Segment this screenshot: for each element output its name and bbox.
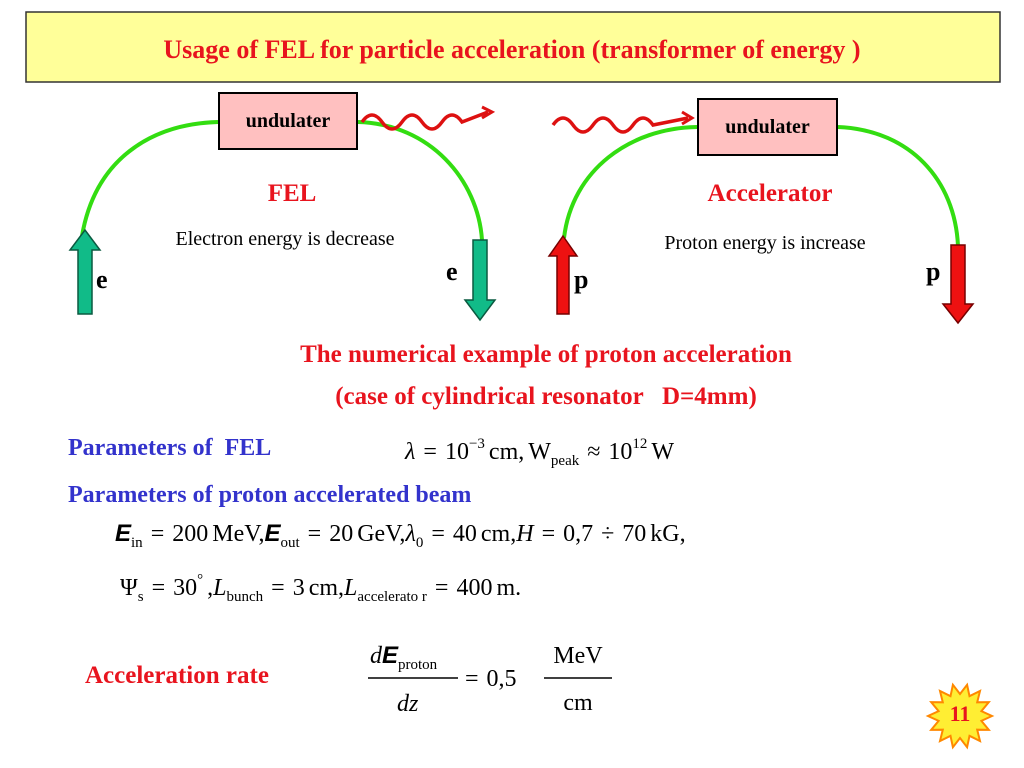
unit-numerator: MeV [553,643,603,669]
caption: Electron energy is decrease [175,228,395,250]
left-arc-in [80,120,219,237]
formula-token: λ [405,521,416,547]
operator: = [465,666,479,692]
right-arc-out [837,125,960,247]
particle-label: p [926,257,941,286]
formula-token: cm, [308,575,345,601]
formula-token: L [344,575,358,601]
emitted-wave [360,110,489,131]
undulator-box: undulater [697,98,838,156]
right-arc-in [562,125,698,239]
proton-out-arrow [941,244,975,325]
formula-token: MeV, [212,521,265,547]
formula-token: peak [550,453,580,469]
formula-token: L [213,575,227,601]
formula-token: ÷ [601,521,615,547]
formula-token: Ψ [120,575,138,601]
formula-token: bunch [226,589,264,605]
formula-denominator: dz [397,691,419,717]
formula-token: 70 [622,521,647,547]
formula-token: 0 [415,535,424,551]
formula-token: out [280,535,300,551]
formula-token: cm, [488,439,525,465]
heading: Accelerator [707,180,833,207]
proton-in-arrow [547,234,579,315]
formula-token: accelerato r [357,589,427,605]
wave-arrowhead [481,105,496,120]
electron-out-arrow [463,239,497,322]
formula-token: W [528,439,551,465]
formula-token: proton [398,657,438,673]
title-box [25,11,1001,83]
formula-token: 20 [329,521,354,547]
example-line: The numerical example of proton accelera… [300,341,792,368]
formula-token: m. [496,575,522,601]
formula-token: = [541,521,556,547]
formula-token: d [370,643,382,669]
formula: λ = 10−3 cm, Wpeak ≈1012 W [405,437,674,469]
formula-token: 400 [456,575,493,601]
page-number-badge [925,682,995,750]
formula-token: 3 [292,575,305,601]
particle-label: e [96,265,108,294]
formula-token: in [131,535,143,551]
wave-arrowhead [681,110,695,126]
formula-token: GeV, [357,521,406,547]
formula: = 0,5 [465,667,517,691]
page-number: 11 [949,701,971,726]
formula-token: 10 [444,439,469,465]
formula-token: 0,7 [563,521,594,547]
formula-token: = [271,575,285,601]
formula-token: 30 [173,575,198,601]
formula-token: −3 [468,436,485,452]
formula: Ψs = 30° ,Lbunch = 3 cm,Laccelerato r = 400 m. [120,573,521,605]
formula-token: = [423,439,437,465]
formula-token: λ [405,439,416,465]
formula-token: E [115,520,132,547]
formula-token: s [137,589,144,605]
section-label: Parameters of proton accelerated beam [68,482,472,508]
example-line: (case of cylindrical resonator D=4mm) [335,383,757,410]
absorbed-wave [551,116,689,134]
electron-in-arrow [68,228,102,315]
formula-token: = [151,575,166,601]
formula-token: 40 [452,521,477,547]
formula-token: 12 [632,436,648,452]
formula-token: = [431,521,445,547]
particle-label: e [446,257,458,286]
formula-token: kG, [650,521,686,547]
undulator-box: undulater [218,92,358,150]
section-label: Parameters of FEL [68,435,272,461]
formula-token: = [150,521,165,547]
heading: FEL [267,180,317,207]
unit-denominator: cm [563,690,593,716]
caption: Proton energy is increase [664,232,866,254]
formula-token: = [307,521,322,547]
formula-token: H [516,521,534,547]
rate-label: Acceleration rate [85,662,269,689]
formula: dEproton [370,644,437,673]
formula-token: ≈ [587,439,601,465]
formula-token: E [264,520,281,547]
formula-token: = [434,575,449,601]
formula-token: cm, [480,521,517,547]
formula: Ein = 200 MeV,Eout = 20 GeV,λ0 = 40 cm,H = 0,7 ÷ 70 kG… [115,522,686,551]
formula-token: 200 [172,521,209,547]
formula-token: E [382,642,399,669]
title: Usage of FEL for particle acceleration (… [163,35,861,64]
particle-label: p [574,265,589,294]
formula-token: W [651,439,675,465]
formula-token: 10 [608,439,633,465]
formula-token: ° [197,572,204,588]
formula-token: , [207,575,214,601]
coefficient: 0,5 [486,666,517,692]
